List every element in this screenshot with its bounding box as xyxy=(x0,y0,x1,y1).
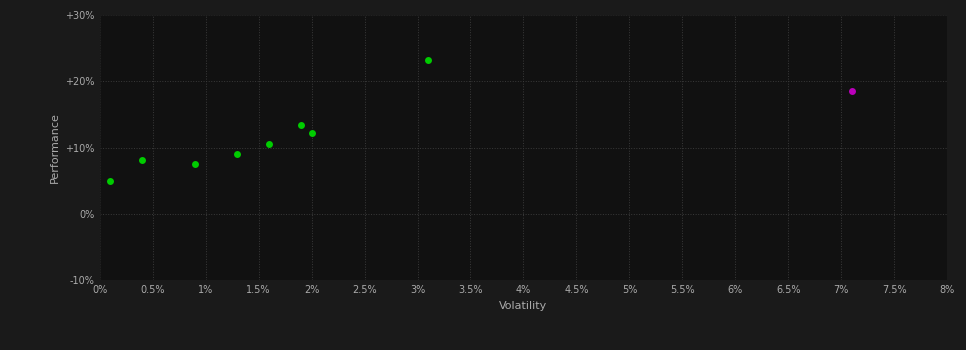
Point xyxy=(294,122,309,127)
Point xyxy=(420,57,436,63)
Point xyxy=(102,178,118,184)
Point xyxy=(304,131,320,136)
Point xyxy=(844,89,860,94)
Point xyxy=(230,151,245,156)
Point xyxy=(262,142,277,147)
Point xyxy=(134,157,150,162)
Y-axis label: Performance: Performance xyxy=(50,112,60,183)
Point xyxy=(187,162,203,167)
X-axis label: Volatility: Volatility xyxy=(499,301,548,311)
